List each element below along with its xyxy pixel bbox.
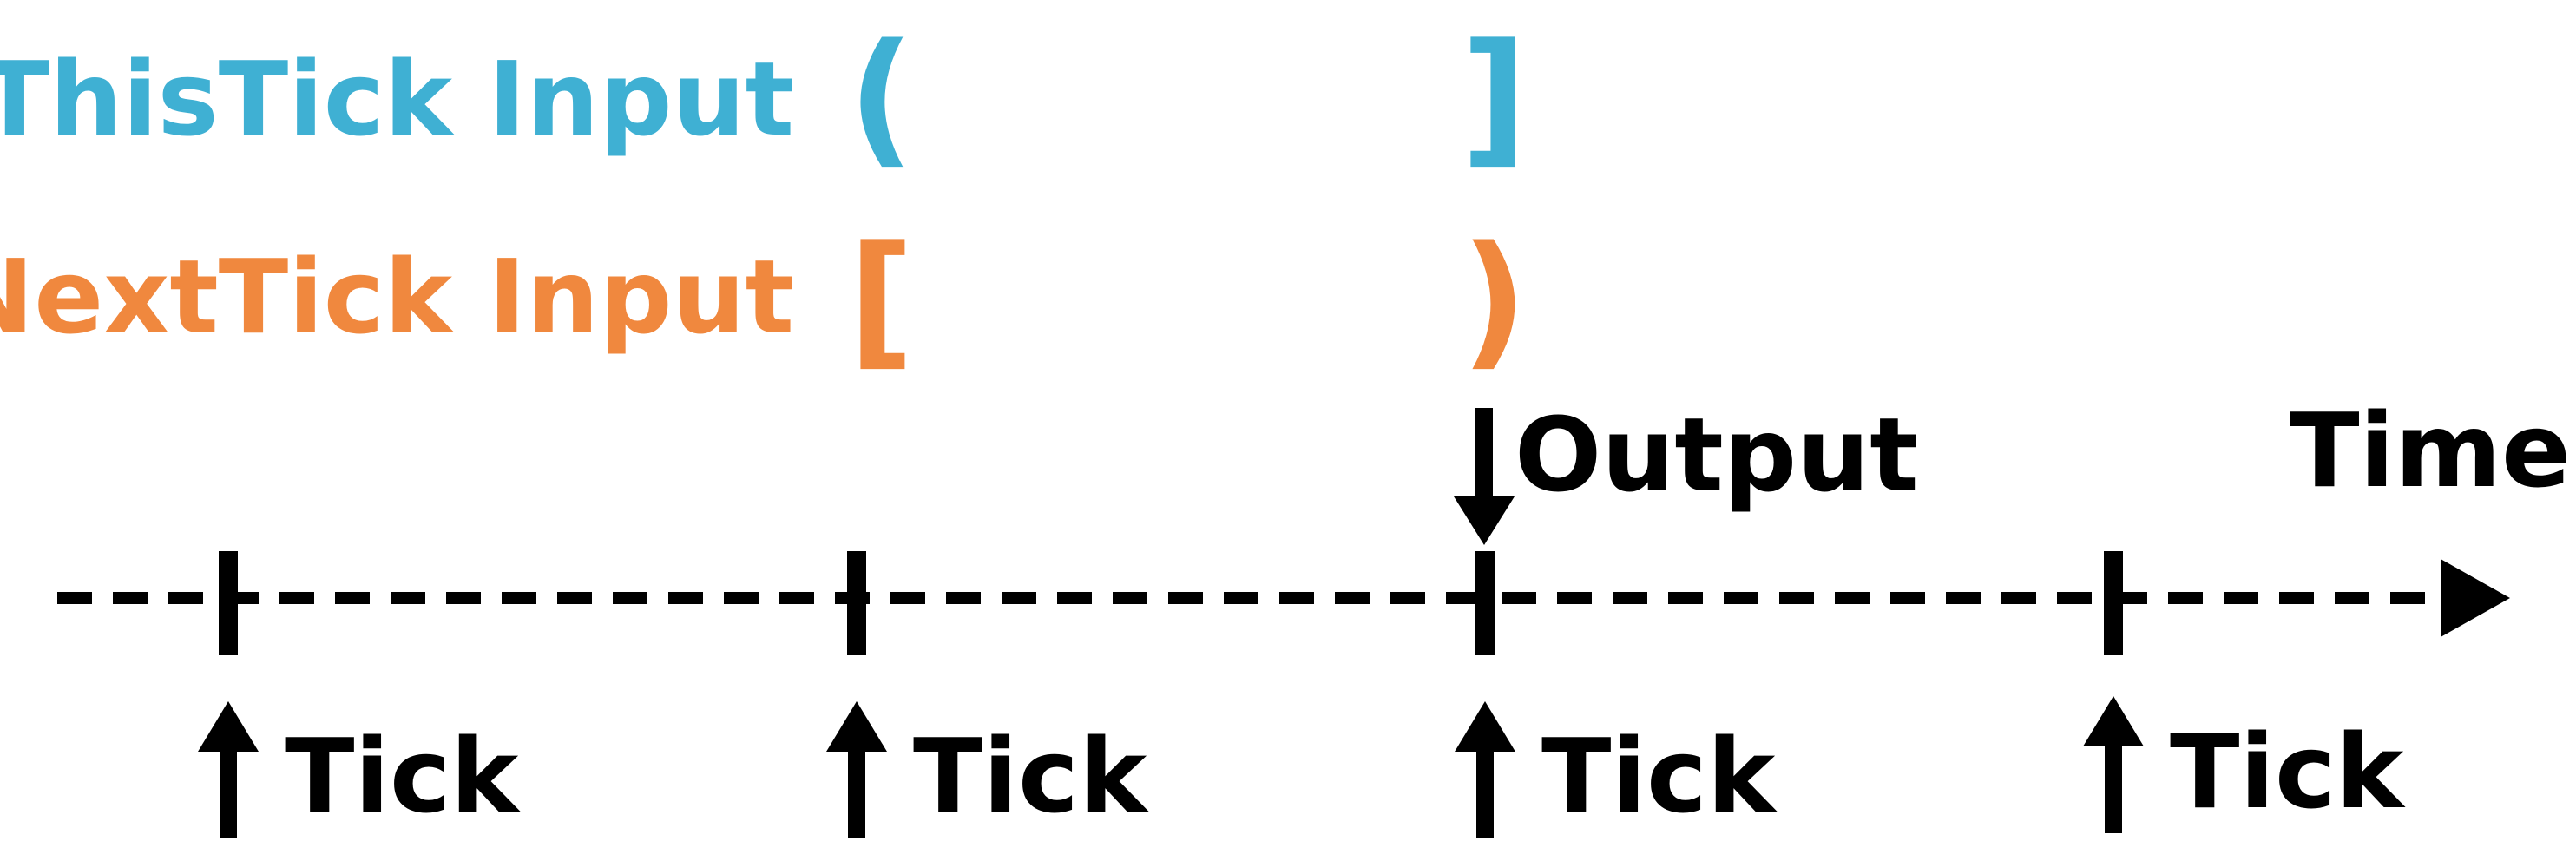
tick-label-2: Tick bbox=[913, 716, 1149, 836]
time-axis-label: Time bbox=[2290, 391, 2571, 510]
output-label: Output bbox=[1515, 395, 1919, 515]
output-arrow-head bbox=[1454, 496, 1515, 545]
this-tick-input-label: ThisTick Input bbox=[0, 39, 794, 159]
tick-arrow-head-4 bbox=[2083, 696, 2144, 746]
tick-mark-1 bbox=[219, 551, 238, 655]
tick-label-group-4: Tick bbox=[2083, 696, 2406, 833]
tick-marks bbox=[219, 551, 2123, 655]
tick-arrow-shaft-2 bbox=[848, 746, 865, 838]
tick-label-3: Tick bbox=[1541, 716, 1778, 836]
tick-arrow-head-3 bbox=[1455, 701, 1515, 752]
tick-arrow-shaft-1 bbox=[220, 746, 237, 838]
output-marker: Output bbox=[1454, 395, 1919, 545]
tick-label-1: Tick bbox=[285, 716, 521, 836]
time-axis bbox=[57, 559, 2510, 637]
tick-arrow-shaft-4 bbox=[2105, 741, 2122, 833]
output-arrow-shaft bbox=[1475, 408, 1493, 503]
next-tick-open-bracket: [ bbox=[848, 214, 915, 384]
this-tick-close-bracket: ] bbox=[1461, 12, 1528, 182]
tick-mark-3 bbox=[1475, 551, 1495, 655]
next-tick-input-row: NextTick Input [ ) bbox=[0, 214, 1528, 384]
tick-mark-4 bbox=[2104, 551, 2123, 655]
tick-label-group-1: Tick bbox=[198, 701, 521, 838]
this-tick-open-bracket: ( bbox=[848, 12, 915, 182]
this-tick-input-row: ThisTick Input ( ] bbox=[0, 12, 1528, 182]
tick-arrow-head-2 bbox=[826, 701, 887, 752]
tick-label-4: Tick bbox=[2170, 712, 2406, 831]
tick-label-group-3: Tick bbox=[1455, 701, 1778, 838]
tick-arrow-head-1 bbox=[198, 701, 259, 752]
next-tick-input-label: NextTick Input bbox=[0, 237, 794, 357]
tick-arrow-shaft-3 bbox=[1476, 746, 1494, 838]
next-tick-close-bracket: ) bbox=[1461, 214, 1528, 384]
time-axis-arrow-head bbox=[2441, 559, 2510, 637]
tick-mark-2 bbox=[847, 551, 866, 655]
tick-label-group-2: Tick bbox=[826, 701, 1149, 838]
